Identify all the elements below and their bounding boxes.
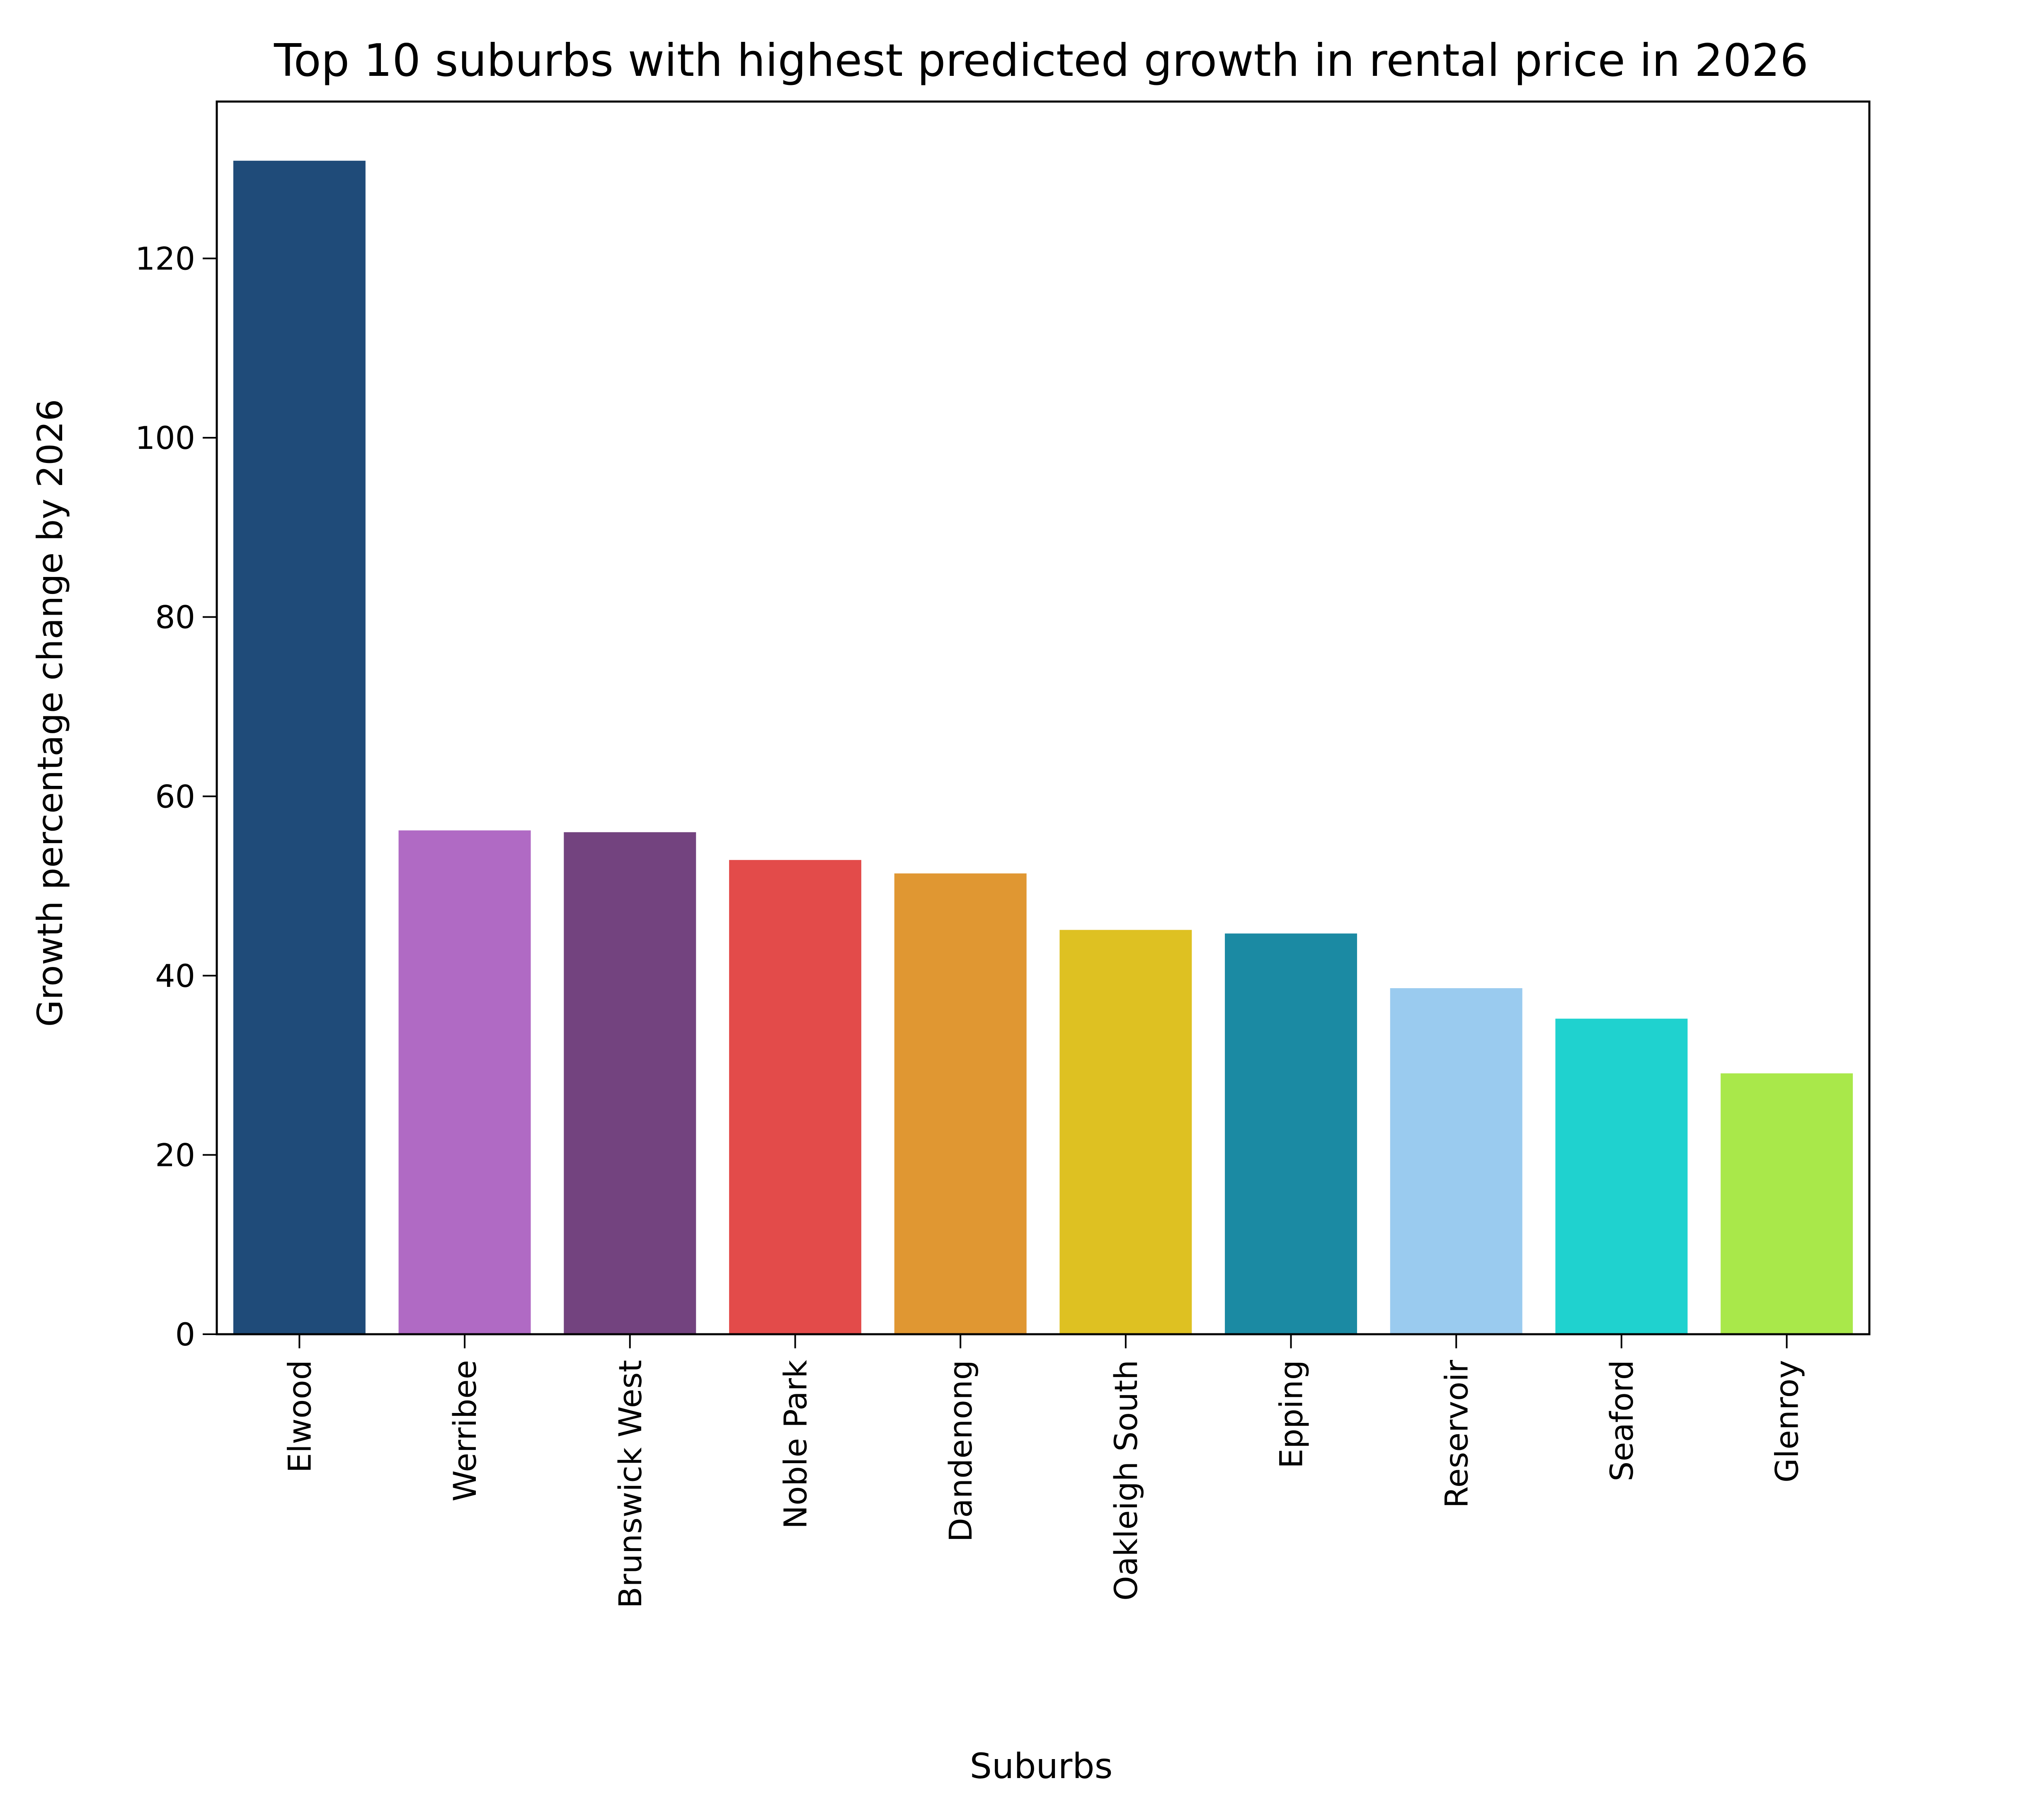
x-tick-label: Seaford	[1603, 1360, 1640, 1481]
chart-title: Top 10 suburbs with highest predicted gr…	[274, 35, 1808, 87]
x-tick-label: Oakleigh South	[1108, 1360, 1144, 1601]
x-tick-label: Werribee	[446, 1360, 483, 1501]
bar	[729, 860, 861, 1334]
bar	[1390, 988, 1522, 1334]
y-tick-label: 0	[175, 1316, 195, 1353]
bar	[894, 873, 1027, 1334]
y-tick-label: 60	[155, 778, 195, 815]
y-tick-label: 40	[155, 957, 195, 994]
x-tick-label: Elwood	[281, 1360, 318, 1473]
bar	[233, 160, 366, 1335]
x-tick-label: Reservoir	[1438, 1360, 1475, 1508]
x-tick-label: Glenroy	[1769, 1360, 1806, 1483]
x-tick-label: Brunswick West	[612, 1360, 649, 1608]
axes-frame	[216, 100, 1871, 1335]
bar	[1059, 930, 1192, 1334]
y-tick-label: 80	[155, 599, 195, 636]
y-tick-label: 100	[135, 419, 195, 456]
bar	[398, 830, 531, 1334]
y-tick-label: 120	[135, 240, 195, 277]
x-tick-label: Epping	[1273, 1360, 1310, 1469]
x-tick-label: Noble Park	[777, 1360, 814, 1529]
plot-area: 0 20 40 60 80 100 120 Elwood Werribee Brunswick W…	[135, 100, 1871, 1608]
bar	[1555, 1018, 1688, 1334]
y-tick-label: 20	[155, 1137, 195, 1173]
x-tick-label: Dandenong	[942, 1360, 979, 1542]
bar	[564, 832, 696, 1334]
bar	[1225, 933, 1357, 1334]
bar	[1721, 1073, 1853, 1334]
x-axis-title: Suburbs	[970, 1746, 1113, 1786]
y-axis-title: Growth percentage change by 2026	[30, 399, 70, 1027]
